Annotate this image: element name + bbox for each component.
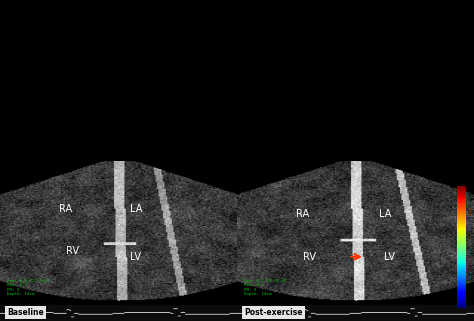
Text: RV: RV [303, 252, 316, 262]
Text: LV: LV [130, 252, 141, 262]
Text: Pos: 0.2 P2 26.07
Res: 0.3
FR: 3
Depth: 14cm: Pos: 0.2 P2 26.07 Res: 0.3 FR: 3 Depth: … [7, 279, 50, 296]
Text: LA: LA [379, 209, 392, 219]
Text: Post-exercise: Post-exercise [244, 308, 302, 317]
Text: Pos: 0.2 P2 26.07
Res: 0.3
FR: 3
Depth: 14cm: Pos: 0.2 P2 26.07 Res: 0.3 FR: 3 Depth: … [244, 279, 287, 296]
Text: RA: RA [296, 209, 310, 219]
Text: RA: RA [59, 204, 73, 214]
Text: LV: LV [384, 252, 395, 262]
Text: LA: LA [130, 204, 143, 214]
Text: Baseline: Baseline [7, 308, 44, 317]
Text: RV: RV [66, 246, 79, 256]
